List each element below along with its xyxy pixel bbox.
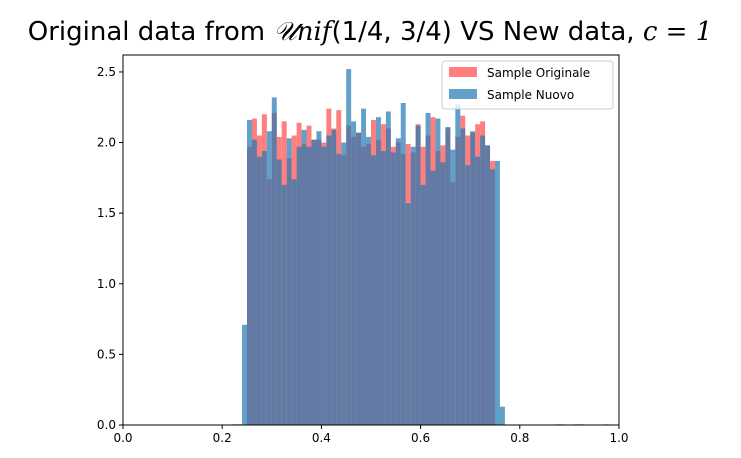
new-bar xyxy=(390,152,396,425)
new-bar xyxy=(366,136,371,425)
new-bar xyxy=(405,203,411,425)
new-bar xyxy=(276,159,282,425)
new-bar xyxy=(271,97,277,426)
new-bar xyxy=(301,129,307,425)
x-axis: 0.0 0.2 0.4 0.6 0.8 1.0 xyxy=(113,425,629,445)
new-bar xyxy=(415,125,421,426)
new-bar xyxy=(371,155,376,425)
new-bar xyxy=(331,129,337,425)
new-bar xyxy=(346,69,352,426)
y-tick-label: 2.0 xyxy=(97,136,116,150)
new-bar xyxy=(341,142,347,425)
new-bar xyxy=(296,146,302,426)
new-bar xyxy=(460,128,466,425)
x-tick-label: 1.0 xyxy=(609,431,628,445)
legend-label-new: Sample Nuovo xyxy=(487,88,574,102)
new-bar xyxy=(326,135,332,425)
new-bar xyxy=(286,138,292,425)
y-tick-label: 0.5 xyxy=(97,347,116,361)
new-bar xyxy=(445,127,451,426)
legend-swatch-original xyxy=(449,67,477,77)
new-bar xyxy=(455,104,461,426)
new-bar xyxy=(425,112,431,426)
new-bar xyxy=(251,139,257,426)
new-bar xyxy=(242,324,247,425)
new-bar xyxy=(281,184,287,425)
new-bar xyxy=(336,153,342,425)
series-new-bars xyxy=(232,69,610,426)
new-bar xyxy=(385,111,391,426)
new-bar xyxy=(316,131,322,425)
new-bar xyxy=(375,117,381,425)
x-tick-label: 0.2 xyxy=(213,431,232,445)
new-bar xyxy=(356,132,362,426)
new-bar xyxy=(490,169,495,425)
chart-title-dist: 𝒰nif xyxy=(273,17,335,47)
x-tick-label: 0.0 xyxy=(113,431,132,445)
y-tick-label: 1.0 xyxy=(97,277,116,291)
new-bar xyxy=(321,146,327,426)
legend-swatch-new xyxy=(449,89,477,99)
new-bar xyxy=(450,149,456,425)
chart-title-prefix: Original data from xyxy=(28,17,274,47)
chart-title-args: (1/4, 3/4) xyxy=(331,17,452,47)
new-bar xyxy=(480,135,486,425)
new-bar xyxy=(306,146,312,426)
y-tick-label: 0.0 xyxy=(97,418,116,432)
chart-title: Original data from 𝒰nif(1/4, 3/4) VS New… xyxy=(28,17,713,47)
plot-frame xyxy=(122,54,620,426)
new-bar xyxy=(311,139,317,426)
new-bar xyxy=(465,165,471,425)
new-bar xyxy=(420,184,426,425)
y-axis: 0.0 0.5 1.0 1.5 2.0 2.5 xyxy=(97,65,123,432)
new-bar xyxy=(266,131,272,425)
new-bar xyxy=(361,108,367,425)
new-bar xyxy=(470,131,476,425)
new-bar xyxy=(475,156,481,425)
legend: Sample Originale Sample Nuovo xyxy=(441,60,614,110)
new-bar xyxy=(395,138,401,425)
chart-title-suffix: VS New data, xyxy=(452,17,643,47)
new-bar xyxy=(499,406,505,425)
new-bar xyxy=(247,119,252,426)
x-tick-label: 0.6 xyxy=(411,431,430,445)
new-bar xyxy=(440,162,446,425)
new-bar xyxy=(410,146,416,426)
new-bar xyxy=(435,118,441,426)
legend-label-original: Sample Originale xyxy=(487,66,590,80)
x-tick-label: 0.8 xyxy=(510,431,529,445)
new-bar xyxy=(430,170,436,425)
new-bar xyxy=(380,151,386,425)
new-bar xyxy=(400,103,406,426)
new-bar xyxy=(261,151,267,425)
new-bar xyxy=(256,156,262,425)
chart-title-param: c = 1 xyxy=(643,17,712,47)
y-tick-label: 2.5 xyxy=(97,65,116,79)
y-tick-label: 1.5 xyxy=(97,206,116,220)
new-bar xyxy=(495,160,500,426)
new-bar xyxy=(485,145,491,425)
legend-box xyxy=(441,60,614,110)
x-tick-label: 0.4 xyxy=(312,431,331,445)
new-bar xyxy=(291,179,297,425)
new-bar xyxy=(351,121,357,426)
